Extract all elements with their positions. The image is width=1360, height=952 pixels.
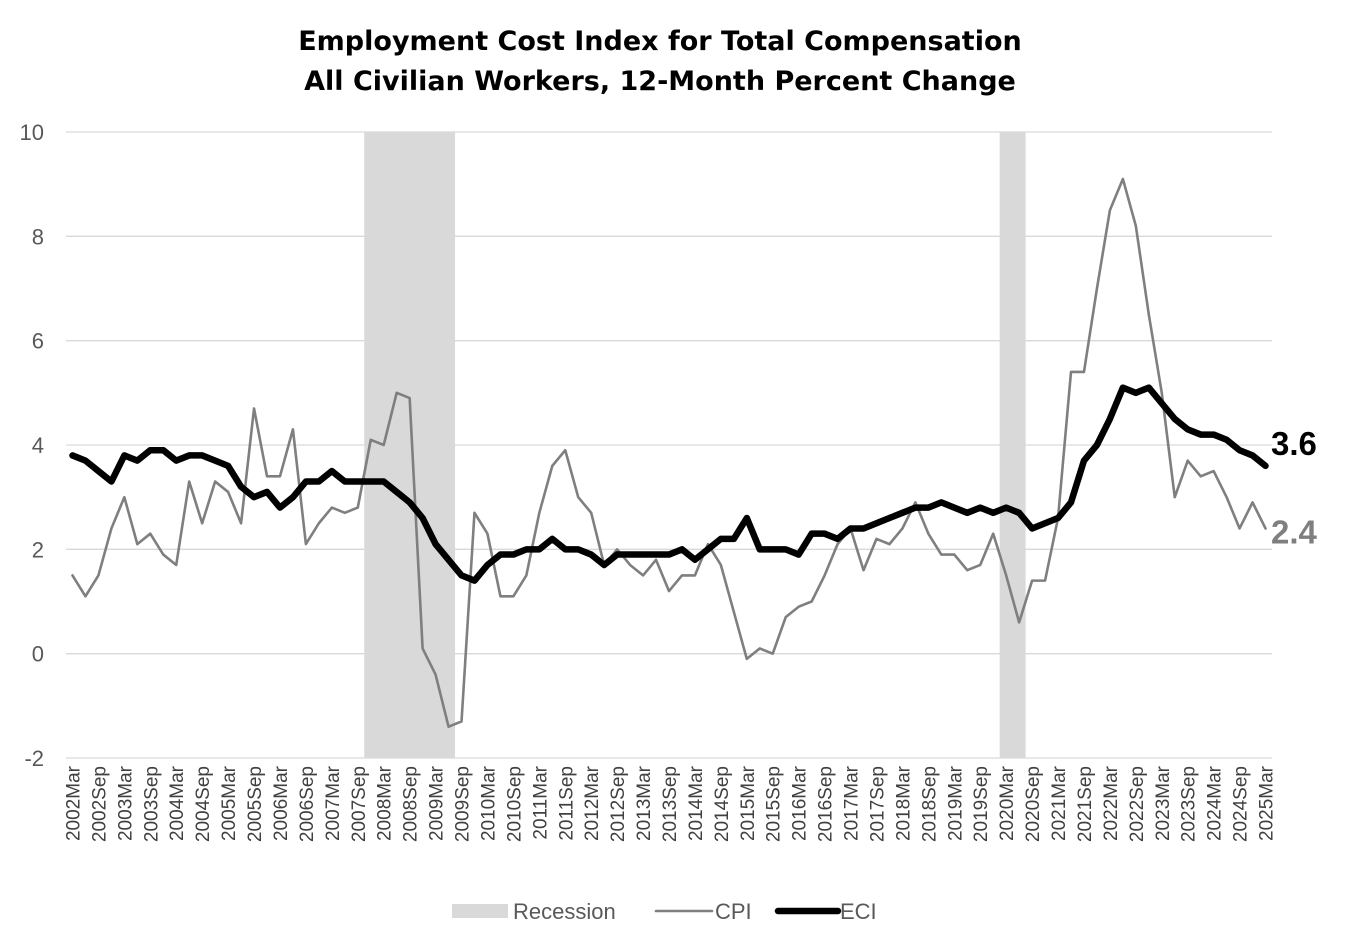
chart-subtitle: All Civilian Workers, 12-Month Percent C… — [304, 66, 1016, 97]
legend-cpi-label: CPI — [715, 899, 752, 924]
legend-recession-swatch — [452, 904, 508, 918]
y-tick-label: 2 — [32, 537, 44, 562]
series-line-eci — [69, 384, 1269, 584]
x-tick-label: 2025Mar — [1257, 765, 1278, 841]
end-label-cpi: 2.4 — [1271, 513, 1318, 550]
chart-title: Employment Cost Index for Total Compensa… — [298, 26, 1022, 57]
x-tick-label: 2015Mar — [738, 765, 759, 841]
x-tick-label: 2013Mar — [634, 765, 655, 841]
x-tick-label: 2024Mar — [1205, 765, 1226, 841]
x-tick-label: 2009Mar — [427, 765, 448, 841]
x-tick-label: 2010Sep — [504, 766, 525, 842]
y-tick-label: 0 — [32, 642, 44, 667]
x-tick-label: 2009Sep — [453, 766, 474, 842]
x-tick-label: 2012Mar — [582, 765, 603, 841]
x-tick-label: 2019Sep — [971, 766, 992, 842]
x-tick-label: 2016Mar — [790, 765, 811, 841]
x-tick-label: 2016Sep — [816, 766, 837, 842]
legend-eci-label: ECI — [840, 899, 877, 924]
x-tick-label: 2021Sep — [1075, 766, 1096, 842]
y-tick-label: 6 — [32, 329, 44, 354]
legend: Recession CPI ECI — [452, 899, 877, 924]
x-tick-label: 2007Mar — [323, 765, 344, 841]
x-tick-label: 2014Sep — [712, 766, 733, 842]
x-tick-label: 2007Sep — [349, 766, 370, 842]
x-tick-label: 2008Sep — [401, 766, 422, 842]
x-tick-label: 2006Mar — [271, 765, 292, 841]
x-tick-label: 2013Sep — [660, 766, 681, 842]
series-lines — [69, 177, 1269, 729]
end-labels: 3.6 2.4 — [1271, 425, 1318, 551]
y-tick-label: 8 — [32, 224, 44, 249]
y-tick-label: 4 — [32, 433, 44, 458]
x-tick-label: 2006Sep — [297, 766, 318, 842]
x-tick-label: 2012Sep — [608, 766, 629, 842]
x-tick-label: 2020Mar — [997, 765, 1018, 841]
x-tick-label: 2021Mar — [1049, 765, 1070, 841]
legend-recession-label: Recession — [513, 899, 616, 924]
x-tick-label: 2004Mar — [167, 765, 188, 841]
x-tick-label: 2020Sep — [1023, 766, 1044, 842]
x-tick-label: 2005Sep — [245, 766, 266, 842]
x-tick-label: 2003Mar — [115, 765, 136, 841]
x-tick-label: 2010Mar — [478, 765, 499, 841]
y-axis-ticks: -2 0 2 4 6 8 10 — [20, 120, 44, 771]
x-tick-label: 2008Mar — [375, 765, 396, 841]
x-tick-label: 2015Sep — [764, 766, 785, 842]
x-tick-label: 2017Sep — [867, 766, 888, 842]
x-tick-label: 2019Mar — [945, 765, 966, 841]
series-line-cpi — [71, 177, 1267, 729]
gridlines — [66, 131, 1272, 759]
x-tick-label: 2002Mar — [63, 765, 84, 841]
x-tick-label: 2023Mar — [1153, 765, 1174, 841]
x-tick-label: 2004Sep — [193, 766, 214, 842]
x-tick-label: 2011Sep — [556, 766, 577, 841]
x-tick-label: 2022Mar — [1101, 765, 1122, 841]
x-tick-label: 2014Mar — [686, 765, 707, 841]
x-axis-ticks: 2002Mar 2002Sep 2003Mar 2003Sep 2004Mar 2004S… — [63, 765, 1277, 842]
x-tick-label: 2018Mar — [893, 765, 914, 841]
x-tick-label: 2011Mar — [530, 765, 551, 839]
y-tick-label: 10 — [20, 120, 44, 145]
y-tick-label: -2 — [24, 746, 44, 771]
x-tick-label: 2005Mar — [219, 765, 240, 841]
x-tick-label: 2022Sep — [1127, 766, 1148, 842]
x-tick-label: 2024Sep — [1231, 766, 1252, 842]
x-tick-label: 2017Mar — [842, 765, 863, 841]
x-tick-label: 2023Sep — [1179, 766, 1200, 842]
x-tick-label: 2018Sep — [919, 766, 940, 842]
x-tick-label: 2002Sep — [89, 766, 110, 842]
x-tick-label: 2003Sep — [141, 766, 162, 842]
end-label-eci: 3.6 — [1271, 425, 1317, 462]
